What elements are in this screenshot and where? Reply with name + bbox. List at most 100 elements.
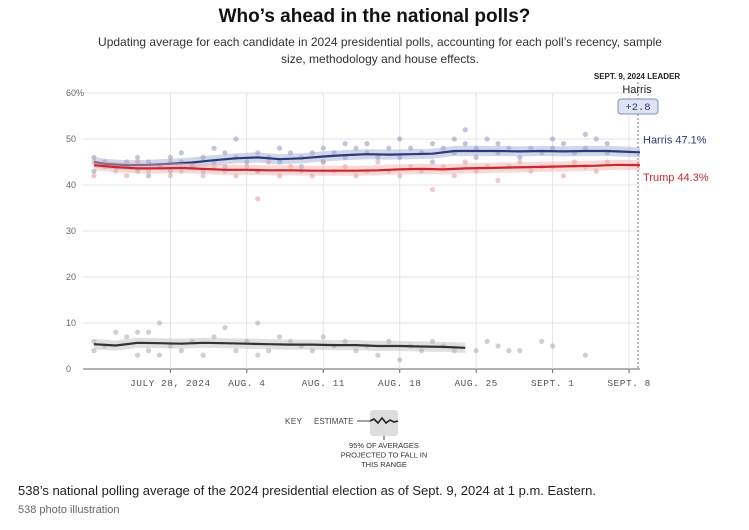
poll-dot: [462, 141, 468, 147]
y-tick-label: 50: [66, 134, 76, 144]
poll-dot: [233, 136, 239, 142]
poll-dot: [560, 141, 567, 147]
photo-credit: 538 photo illustration: [18, 504, 120, 516]
poll-dot: [582, 352, 588, 358]
poll-dot: [211, 145, 217, 151]
poll-dot: [495, 141, 501, 147]
poll-dot: [287, 338, 294, 344]
poll-dot: [451, 173, 457, 179]
poll-dot: [222, 325, 228, 331]
poll-dot: [604, 141, 610, 147]
poll-dot: [145, 159, 152, 165]
poll-dot: [255, 320, 261, 326]
chart-title: Who’s ahead in the national polls?: [218, 6, 531, 27]
poll-dot: [211, 334, 217, 340]
poll-dot: [473, 145, 479, 151]
poll-dot: [473, 154, 479, 160]
polling-chart: 0 10 20 30 40 50 60% JULY 28, 2024 AUG. 4 AUG. 11…: [66, 72, 709, 469]
poll-dot: [156, 352, 163, 358]
poll-dot: [560, 173, 567, 179]
poll-dot: [528, 145, 534, 151]
key-estimate-squiggle: [369, 416, 399, 425]
poll-dot: [571, 159, 578, 165]
poll-dot: [397, 154, 403, 160]
poll-dot: [462, 159, 468, 165]
poll-dot: [408, 145, 414, 151]
poll-dot: [124, 334, 130, 340]
end-label-harris: Harris 47.1%: [643, 134, 707, 146]
poll-dot: [244, 159, 250, 165]
poll-dot: [331, 150, 337, 156]
poll-dot: [550, 136, 556, 142]
poll-dot: [233, 348, 239, 354]
poll-dot: [320, 334, 326, 340]
poll-dot: [473, 168, 479, 174]
poll-dot: [244, 164, 250, 170]
chart-subtitle: Updating average for each candidate in 2…: [98, 35, 662, 66]
series-line-other: [93, 341, 466, 349]
poll-dot: [375, 352, 381, 358]
poll-dot: [342, 338, 348, 344]
key-note-line: 95% OF AVERAGES: [349, 441, 419, 450]
poll-dot: [593, 136, 599, 142]
poll-dot: [135, 168, 141, 174]
poll-dot: [550, 145, 556, 151]
poll-dot: [167, 343, 173, 349]
poll-dot: [517, 348, 523, 354]
poll-dot: [440, 164, 447, 170]
poll-dot: [320, 145, 326, 151]
poll-dot: [135, 329, 141, 335]
poll-dot: [429, 141, 436, 147]
poll-dot: [397, 136, 403, 142]
poll-dot: [298, 164, 305, 170]
poll-dot: [200, 173, 206, 179]
poll-dot: [91, 168, 97, 174]
poll-dot: [462, 127, 468, 133]
x-tick-label: JULY 28, 2024: [130, 378, 211, 389]
key-range-band: [370, 410, 398, 436]
poll-dot: [451, 348, 457, 354]
x-tick-label: SEPT. 1: [531, 378, 574, 389]
poll-dot: [309, 348, 315, 354]
poll-dot: [91, 348, 97, 354]
leader-margin-box: [617, 98, 659, 115]
end-label-trump: Trump 44.3%: [643, 172, 709, 184]
poll-dot: [484, 338, 490, 344]
poll-dot: [145, 168, 152, 174]
poll-dot: [473, 348, 479, 354]
poll-dot: [135, 159, 141, 165]
poll-dot: [156, 320, 163, 326]
poll-dot: [539, 338, 545, 344]
x-tick-label: AUG. 18: [378, 378, 421, 389]
poll-dot: [113, 168, 119, 174]
poll-dot: [408, 164, 414, 170]
poll-dot: [582, 131, 588, 137]
poll-dot: [342, 164, 348, 170]
poll-dot: [506, 145, 512, 151]
leader-date-label: SEPT. 9, 2024 LEADER: [594, 72, 680, 81]
poll-dot: [145, 348, 152, 354]
poll-dot: [178, 348, 184, 354]
key-label: KEY: [285, 417, 303, 426]
poll-dot: [550, 343, 556, 349]
poll-dot: [375, 159, 381, 165]
poll-dot: [353, 173, 359, 179]
poll-dot: [200, 154, 206, 160]
poll-dot: [287, 150, 294, 156]
poll-dot: [418, 348, 425, 354]
poll-dot: [397, 357, 403, 363]
x-tick-label: AUG. 25: [454, 378, 497, 389]
poll-dot: [124, 159, 130, 165]
poll-dot: [309, 150, 315, 156]
poll-dot: [506, 348, 512, 354]
poll-dot: [342, 141, 348, 147]
poll-dot: [517, 159, 523, 165]
poll-dot: [222, 150, 228, 156]
poll-dot: [397, 173, 403, 179]
poll-dot: [386, 145, 392, 151]
y-tick-label: 40: [66, 180, 76, 190]
image-caption: 538’s national polling average of the 20…: [18, 483, 596, 498]
poll-dot: [145, 329, 152, 335]
poll-dot: [495, 343, 501, 349]
x-tick-label: AUG. 4: [228, 378, 265, 389]
